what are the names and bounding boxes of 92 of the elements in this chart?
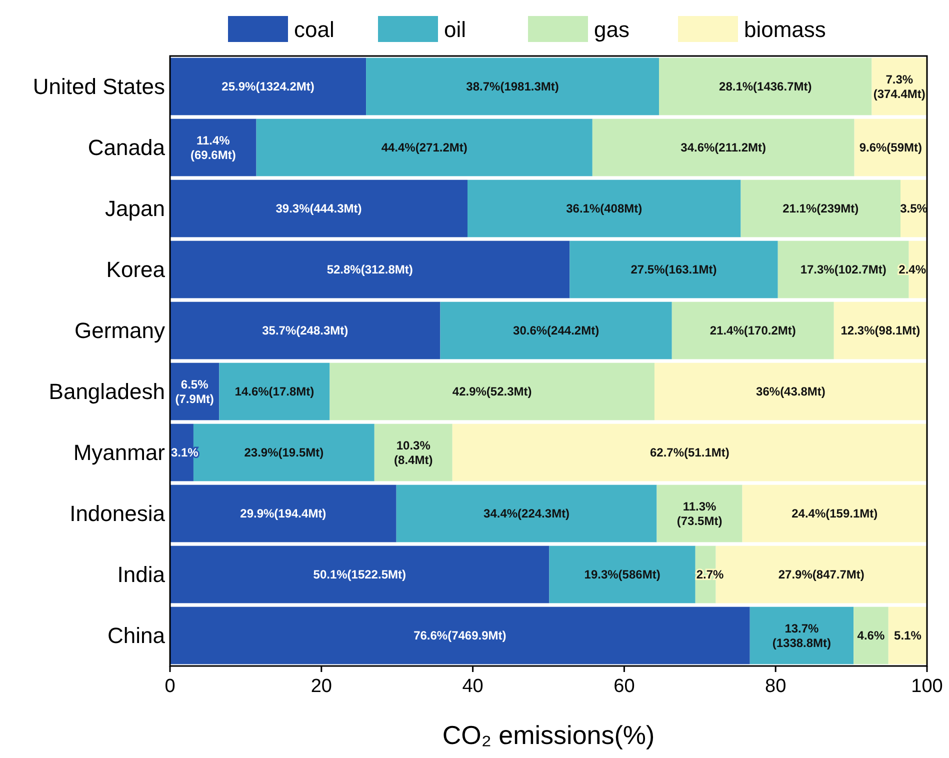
bar — [170, 180, 468, 238]
x-tick-label: 100 — [911, 676, 943, 697]
data-label: 11.4%(69.6Mt) — [190, 134, 236, 162]
data-label: 25.9%(1324.2Mt) — [222, 80, 314, 94]
data-label: 27.9%(847.7Mt) — [778, 568, 864, 582]
data-label: 30.6%(244.2Mt) — [513, 324, 600, 338]
data-label: 42.9%(52.3Mt) — [452, 384, 532, 399]
bar — [219, 362, 330, 420]
data-label: 76.6%(7469.9Mt) — [414, 628, 506, 643]
y-tick-label: Korea — [106, 257, 166, 282]
y-tick-label: United States — [32, 74, 165, 100]
data-label: 38.7%(1981.3Mt) — [466, 80, 559, 94]
bar — [374, 424, 452, 482]
data-label: 24.4%(159.1Mt) — [792, 506, 878, 521]
y-tick-label: Bangladesh — [48, 379, 165, 404]
data-label: 62.7%(51.1Mt) — [650, 446, 730, 460]
bar — [330, 362, 654, 420]
bar — [654, 362, 927, 420]
y-tick-label: China — [108, 623, 166, 648]
data-label: 27.5%(163.1Mt) — [630, 262, 717, 277]
bar — [170, 546, 550, 604]
bar — [750, 606, 854, 664]
bar — [170, 606, 750, 664]
data-label: 34.4%(224.3Mt) — [484, 506, 570, 521]
data-label: 36.1%(408Mt) — [566, 202, 642, 216]
bar — [366, 58, 660, 116]
y-tick-label: India — [117, 562, 166, 588]
data-label: 14.6%(17.8Mt) — [234, 384, 314, 399]
bar — [170, 240, 570, 298]
data-label: 52.8%(312.8Mt) — [326, 262, 413, 277]
bar — [170, 118, 256, 176]
data-label: 5.1% — [894, 628, 922, 643]
bar — [742, 484, 927, 542]
data-label: 12.3%(98.1Mt) — [840, 324, 920, 338]
legend-label: oil — [444, 17, 466, 42]
data-label: 2.7% — [696, 568, 724, 582]
data-label: 44.4%(271.2Mt) — [381, 140, 468, 155]
x-axis-title: CO₂ emissions(%) — [442, 720, 655, 750]
data-label: 10.3%(8.4Mt) — [394, 438, 433, 467]
bar — [170, 484, 396, 542]
data-label: 4.6% — [857, 628, 885, 643]
bar — [440, 302, 672, 360]
bar — [170, 58, 366, 116]
bar — [834, 302, 927, 360]
bar — [888, 606, 927, 664]
data-label: 28.1%(1436.7Mt) — [719, 80, 812, 94]
bar — [592, 118, 854, 176]
data-label: 23.9%(19.5Mt) — [244, 446, 324, 460]
bar — [740, 180, 901, 238]
bar — [854, 606, 888, 664]
data-label: 2.4% — [898, 262, 926, 277]
data-label: 9.6%(59Mt) — [859, 140, 922, 155]
y-tick-label: Japan — [105, 196, 165, 222]
bar — [549, 546, 696, 604]
bar — [170, 302, 440, 360]
bar — [672, 302, 834, 360]
x-tick-label: 40 — [462, 676, 484, 697]
y-tick-label: Indonesia — [70, 501, 166, 526]
bar — [854, 118, 927, 176]
bar — [659, 58, 872, 116]
data-label: 36%(43.8Mt) — [756, 384, 826, 399]
data-label: 17.3%(102.7Mt) — [800, 262, 886, 277]
legend-label: biomass — [744, 17, 826, 42]
x-tick-label: 60 — [614, 676, 635, 697]
data-label: 39.3%(444.3Mt) — [276, 202, 362, 216]
y-tick-label: Canada — [88, 135, 166, 160]
data-label: 11.3%(73.5Mt) — [676, 500, 722, 528]
bar — [656, 484, 742, 542]
data-label: 7.3%(374.4Mt) — [873, 72, 926, 101]
data-label: 19.3%(586Mt) — [584, 568, 660, 582]
x-tick-label: 80 — [765, 676, 786, 697]
data-label: 34.6%(211.2Mt) — [680, 140, 766, 155]
bar — [256, 118, 592, 176]
data-label: 6.5%(7.9Mt) — [175, 378, 214, 406]
bar — [570, 240, 778, 298]
data-label: 21.1%(239Mt) — [782, 202, 859, 216]
legend-label: gas — [594, 17, 630, 42]
data-label: 50.1%(1522.5Mt) — [313, 568, 406, 582]
data-label: 29.9%(194.4Mt) — [240, 506, 326, 521]
bar — [468, 180, 741, 238]
data-label: 13.7%(1338.8Mt) — [772, 622, 832, 650]
data-label: 35.7%(248.3Mt) — [262, 324, 348, 338]
data-label: 3.1% — [171, 446, 199, 460]
data-label: 3.5% — [900, 202, 928, 216]
x-tick-label: 20 — [310, 676, 332, 697]
data-label: 21.4%(170.2Mt) — [710, 324, 796, 338]
y-tick-label: Myanmar — [73, 440, 165, 466]
bar — [452, 424, 927, 482]
x-tick-label: 0 — [164, 676, 176, 697]
legend-label: coal — [294, 17, 334, 42]
y-tick-label: Germany — [74, 318, 165, 344]
bar — [396, 484, 657, 542]
